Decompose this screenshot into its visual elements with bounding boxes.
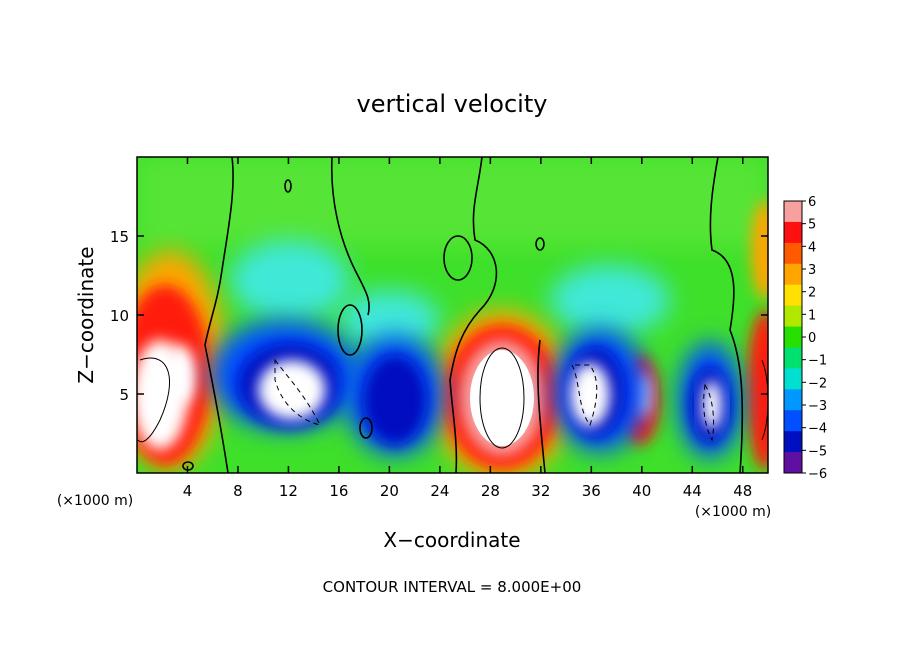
colorbar-tick-label-0: 6 — [808, 195, 816, 210]
colorbar-swatch-12 — [784, 452, 802, 474]
colorbar-swatch-1 — [784, 221, 802, 244]
colorbar: 6 5 4 3 2 1 0 −1 −2 −3 −4 −5 −6 — [783, 195, 827, 482]
colorbar-swatch-7 — [784, 347, 802, 369]
colorbar-swatch-8 — [784, 368, 802, 390]
y-axis-label: Z−coordinate — [74, 246, 98, 383]
x-tick-label-4: 4 — [183, 482, 193, 500]
colorbar-tick-label-10: −4 — [808, 422, 827, 437]
colorbar-swatch-11 — [784, 431, 802, 453]
y-axis: 5 10 15 — [110, 228, 768, 404]
colorbar-swatch-5 — [784, 305, 802, 328]
colorbar-tick-label-6: 0 — [808, 331, 816, 346]
x-tick-label-8: 8 — [233, 482, 243, 500]
x-tick-label-32: 32 — [531, 482, 550, 500]
x-tick-label-44: 44 — [683, 482, 702, 500]
z-unit-label: (×1000 m) — [57, 493, 133, 509]
colorbar-tick-label-11: −5 — [808, 444, 827, 459]
x-tick-label-20: 20 — [380, 482, 399, 500]
y-tick-label-10: 10 — [110, 307, 129, 325]
x-tick-label-12: 12 — [279, 482, 298, 500]
velocity-field — [137, 157, 768, 473]
colorbar-swatch-0 — [784, 201, 802, 223]
thin-contours — [137, 347, 768, 449]
colorbar-swatch-2 — [784, 242, 802, 265]
x-tick-label-16: 16 — [329, 482, 348, 500]
x-unit-label: (×1000 m) — [695, 504, 771, 520]
chart-title: vertical velocity — [357, 90, 548, 118]
colorbar-tick-label-12: −6 — [808, 467, 827, 482]
x-tick-label-48: 48 — [733, 482, 752, 500]
x-tick-label-40: 40 — [632, 482, 651, 500]
x-axis: 4 8 12 16 20 24 28 32 36 40 44 48 — [183, 157, 752, 500]
colorbar-tick-label-2: 4 — [808, 240, 816, 255]
colorbar-tick-label-9: −3 — [808, 399, 827, 414]
x-tick-label-28: 28 — [481, 482, 500, 500]
colorbar-tick-label-3: 3 — [808, 263, 816, 278]
x-axis-label: X−coordinate — [383, 528, 520, 552]
colorbar-swatch-3 — [784, 263, 802, 286]
x-tick-label-36: 36 — [582, 482, 601, 500]
colorbar-swatch-9 — [784, 389, 802, 411]
colorbar-tick-label-8: −2 — [808, 376, 827, 391]
x-tick-label-24: 24 — [430, 482, 449, 500]
colorbar-swatch-4 — [784, 284, 802, 307]
colorbar-tick-label-5: 1 — [808, 308, 816, 323]
y-tick-label-15: 15 — [110, 228, 129, 246]
colorbar-tick-label-7: −1 — [808, 354, 827, 369]
dashed-contours — [274, 358, 715, 442]
colorbar-swatch-10 — [784, 410, 802, 432]
y-tick-label-5: 5 — [119, 386, 129, 404]
colorbar-tick-label-1: 5 — [808, 218, 816, 233]
contour-lines — [182, 157, 744, 473]
colorbar-tick-label-4: 2 — [808, 286, 816, 301]
contour-interval-note: CONTOUR INTERVAL = 8.000E+00 — [323, 578, 582, 596]
colorbar-swatch-6 — [784, 326, 802, 348]
